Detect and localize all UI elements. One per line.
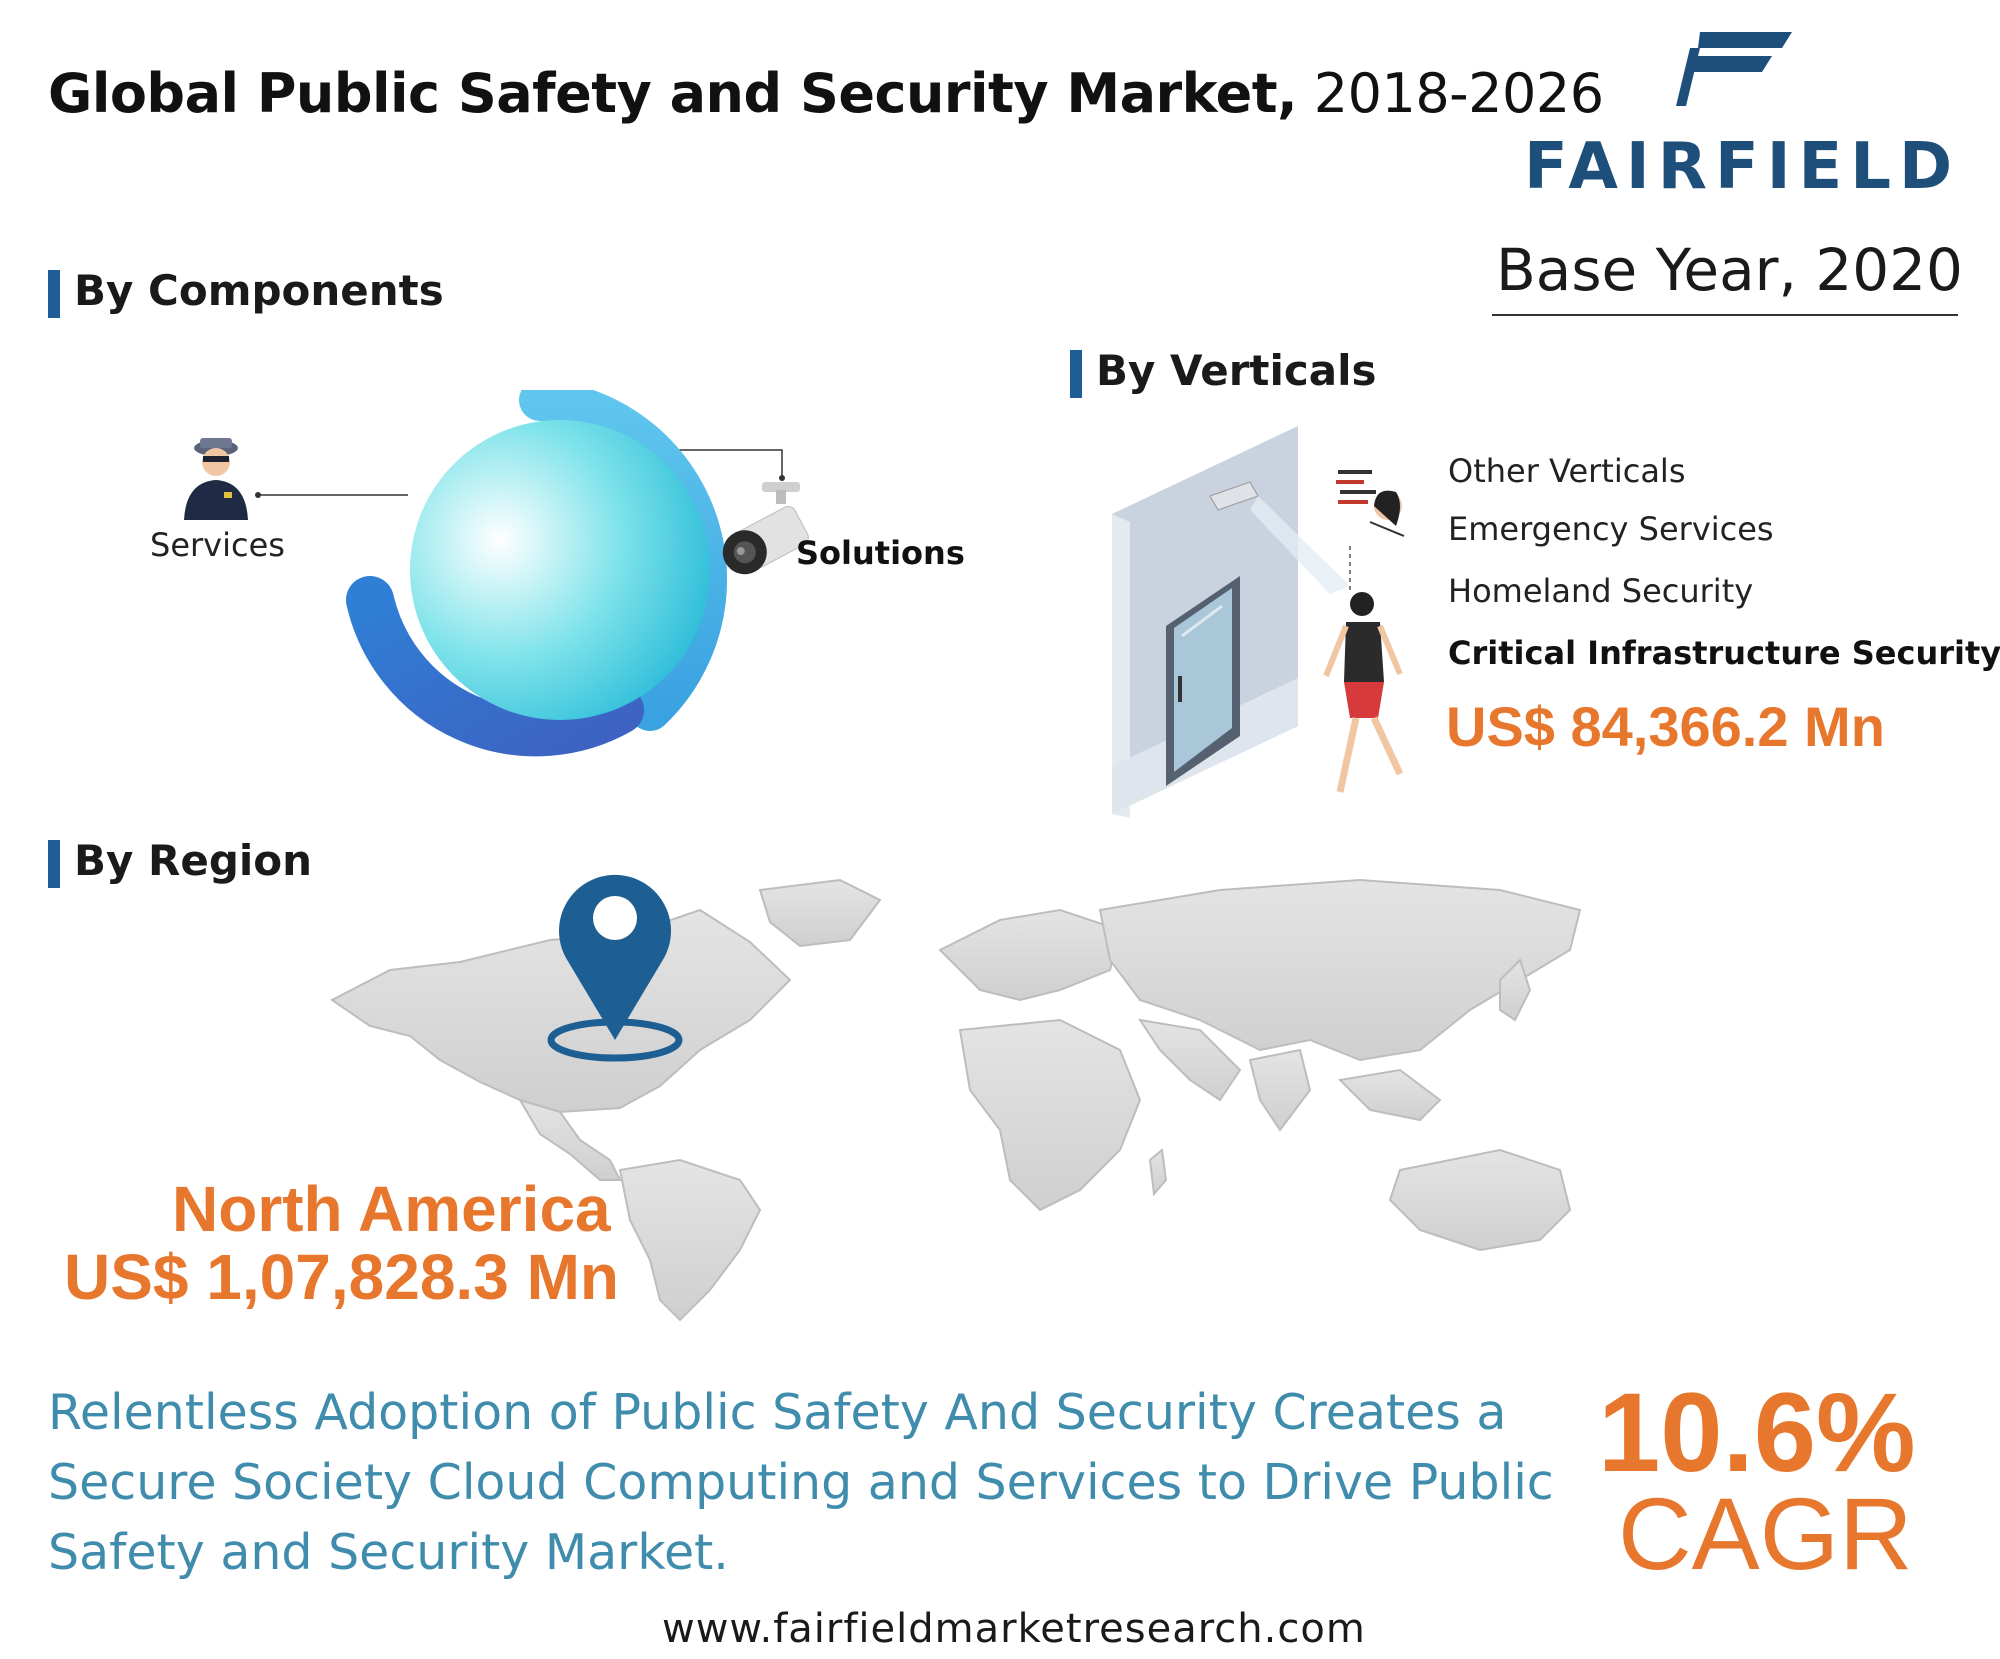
world-map — [330, 878, 1582, 1322]
vertical-highlight-value: US$ 84,366.2 Mn — [1446, 695, 1885, 758]
page-title: Global Public Safety and Security Market… — [48, 62, 1604, 125]
region-heading: By Region — [48, 836, 312, 888]
component-label-solutions: Solutions — [796, 534, 965, 572]
cagr-value: 10.6% — [1598, 1370, 1916, 1495]
components-donut — [184, 390, 809, 757]
fairfield-logo-icon — [1676, 32, 1792, 106]
title-main: Global Public Safety and Security Market… — [48, 62, 1298, 125]
security-guard-icon — [184, 438, 248, 520]
tagline-text: Relentless Adoption of Public Safety And… — [48, 1384, 1554, 1581]
region-value: US$ 1,07,828.3 Mn — [64, 1241, 619, 1313]
vertical-item-emergency-services: Emergency Services — [1448, 510, 1774, 548]
region-name: North America — [172, 1173, 611, 1245]
brand-wordmark: FAIRFIELD — [1524, 130, 1961, 204]
website-link[interactable]: www.fairfieldmarketresearch.com — [662, 1606, 1366, 1652]
access-control-illustration — [1112, 426, 1405, 818]
cctv-camera-icon — [722, 482, 809, 575]
base-year: Base Year, 2020 — [1496, 236, 1963, 304]
vertical-item-critical-infrastructure: Critical Infrastructure Security — [1448, 634, 2000, 672]
location-pin-icon — [547, 874, 683, 1062]
components-heading: By Components — [48, 266, 444, 318]
component-label-services: Services — [150, 526, 285, 564]
verticals-heading: By Verticals — [1070, 346, 1377, 398]
base-year-divider — [1492, 314, 1958, 316]
vertical-item-homeland-security: Homeland Security — [1448, 572, 1754, 610]
cagr-label: CAGR — [1618, 1477, 1913, 1591]
title-years: 2018-2026 — [1297, 62, 1604, 125]
vertical-item-other: Other Verticals — [1448, 452, 1686, 490]
